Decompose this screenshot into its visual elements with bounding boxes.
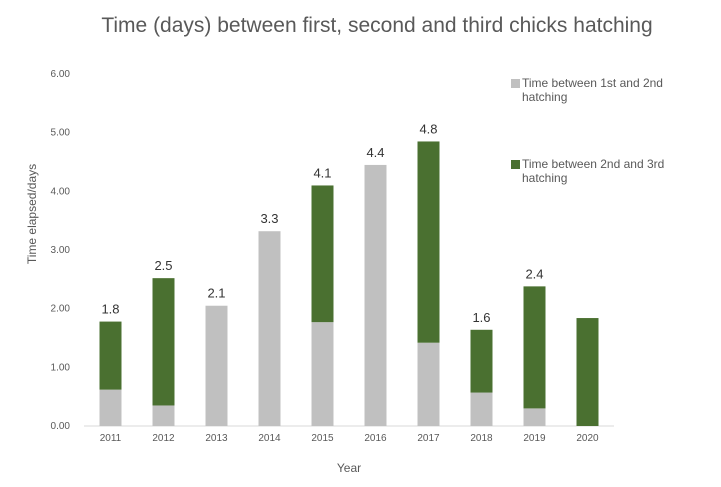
chart-title: Time (days) between first, second and th… — [101, 14, 652, 37]
x-tick-label: 2018 — [470, 433, 493, 444]
x-tick-label: 2016 — [364, 433, 387, 444]
x-tick-label: 2020 — [576, 433, 599, 444]
x-tick-label: 2011 — [100, 433, 122, 444]
legend-label: Time between 2nd and 3rd hatching — [522, 157, 664, 185]
bar-segment-first-to-second — [152, 405, 175, 426]
x-tick-label: 2014 — [258, 433, 281, 444]
legend-label: Time between 1st and 2nd hatching — [522, 76, 663, 104]
total-label: 1.8 — [101, 302, 119, 317]
bars — [99, 141, 599, 426]
bar-segment-second-to-third — [417, 141, 440, 343]
x-tick-label: 2019 — [523, 433, 546, 444]
y-tick-label: 0.00 — [51, 421, 71, 432]
legend-swatch — [511, 160, 520, 169]
bar-segment-first-to-second — [417, 342, 440, 426]
y-tick-label: 2.00 — [51, 304, 71, 315]
bar-segment-second-to-third — [99, 321, 122, 390]
bar-segment-first-to-second — [99, 389, 122, 426]
y-tick-label: 3.00 — [51, 245, 71, 256]
total-label: 4.8 — [419, 121, 437, 136]
x-tick-label: 2013 — [205, 433, 228, 444]
bar-segment-second-to-third — [311, 185, 334, 323]
bar-segment-first-to-second — [258, 231, 281, 426]
bar-segment-first-to-second — [205, 305, 228, 426]
bar-segment-first-to-second — [364, 164, 387, 426]
total-label: 4.1 — [313, 165, 331, 180]
bar-segment-first-to-second — [470, 392, 493, 426]
x-tick-label: 2017 — [417, 433, 440, 444]
total-labels: 1.8 2.5 2.1 3.3 4.1 4.4 4.8 1.6 2.4 — [101, 121, 543, 324]
total-label: 2.1 — [207, 286, 225, 301]
y-tick-label: 5.00 — [51, 128, 71, 139]
x-axis-label: Year — [337, 461, 361, 475]
bar-segment-second-to-third — [576, 318, 599, 426]
total-label: 2.5 — [154, 258, 172, 273]
x-tick-labels: 2011 2012 2013 2014 2015 2016 2017 2018 2019 2020 — [100, 433, 599, 444]
total-label: 4.4 — [366, 145, 384, 160]
y-tick-label: 1.00 — [51, 362, 71, 373]
bar-segment-first-to-second — [311, 322, 334, 426]
x-tick-label: 2012 — [152, 433, 175, 444]
x-tick-label: 2015 — [311, 433, 334, 444]
bar-segment-second-to-third — [470, 329, 493, 393]
y-axis-label: Time elapsed/days — [25, 164, 39, 264]
y-tick-label: 6.00 — [51, 69, 71, 80]
bar-segment-first-to-second — [523, 408, 546, 426]
legend-swatch — [511, 79, 520, 88]
legend: Time between 1st and 2nd hatching Time bet… — [511, 76, 664, 185]
total-label: 2.4 — [525, 266, 543, 281]
total-label: 1.6 — [472, 310, 490, 325]
bar-segment-second-to-third — [523, 286, 546, 409]
y-tick-labels: 0.00 1.00 2.00 3.00 4.00 5.00 6.00 — [51, 69, 71, 432]
y-tick-label: 4.00 — [51, 186, 71, 197]
total-label: 3.3 — [260, 211, 278, 226]
bar-segment-second-to-third — [152, 278, 175, 406]
